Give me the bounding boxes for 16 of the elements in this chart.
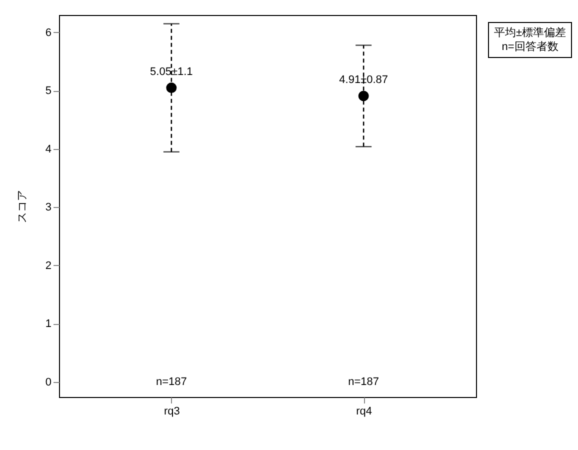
y-tick-label: 4 bbox=[45, 143, 52, 156]
text: n=回答者数 bbox=[502, 41, 558, 53]
x-tick-label: rq3 bbox=[164, 406, 180, 418]
y-axis-title: スコア bbox=[16, 190, 28, 223]
y-tick-label: 0 bbox=[45, 376, 52, 388]
x-tick-label: rq4 bbox=[356, 406, 372, 418]
y-tick-label: 2 bbox=[45, 260, 52, 272]
data-label: 4.91±0.87 bbox=[339, 74, 388, 86]
annotation: n=187 bbox=[348, 376, 380, 388]
y-tick-label: 5 bbox=[45, 85, 52, 98]
y-tick-label: 3 bbox=[45, 202, 52, 214]
y-tick-label: 1 bbox=[45, 318, 52, 330]
text: 平均±標準偏差 bbox=[494, 27, 566, 39]
annotation: n=187 bbox=[156, 376, 187, 388]
y-tick-label: 6 bbox=[45, 26, 52, 39]
data-label: 5.05±1.1 bbox=[150, 66, 193, 78]
